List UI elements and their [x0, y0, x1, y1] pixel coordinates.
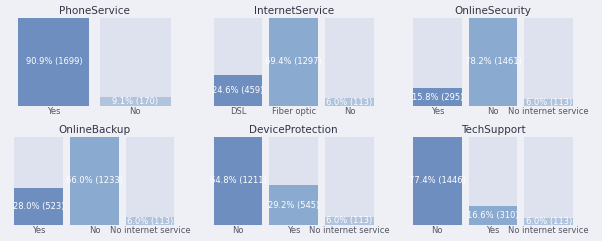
Bar: [14, 188, 63, 225]
Bar: [70, 137, 119, 225]
Bar: [214, 75, 262, 106]
Text: 9.1% (170): 9.1% (170): [112, 97, 158, 106]
Text: 77.4% (1446): 77.4% (1446): [409, 176, 466, 185]
Bar: [468, 137, 517, 225]
Text: 6.0% (113): 6.0% (113): [326, 98, 373, 107]
Bar: [325, 217, 374, 225]
Bar: [214, 18, 262, 106]
Bar: [269, 18, 318, 106]
Bar: [413, 137, 462, 225]
Bar: [468, 206, 517, 225]
Bar: [468, 18, 517, 106]
Bar: [468, 18, 517, 106]
Bar: [325, 137, 374, 225]
Text: 64.8% (1211): 64.8% (1211): [209, 176, 267, 185]
Title: OnlineBackup: OnlineBackup: [58, 125, 131, 135]
Bar: [325, 98, 374, 106]
Text: 69.4% (1297): 69.4% (1297): [265, 57, 322, 66]
Bar: [413, 137, 462, 225]
Bar: [214, 137, 262, 225]
Bar: [524, 137, 573, 225]
Bar: [269, 137, 318, 225]
Bar: [325, 18, 374, 106]
Text: 28.0% (523): 28.0% (523): [13, 202, 64, 211]
Title: DeviceProtection: DeviceProtection: [249, 125, 338, 135]
Title: OnlineSecurity: OnlineSecurity: [455, 6, 532, 16]
Title: TechSupport: TechSupport: [461, 125, 526, 135]
Bar: [126, 137, 175, 225]
Bar: [413, 88, 462, 106]
Text: 15.8% (295): 15.8% (295): [412, 93, 463, 101]
Text: 24.6% (459): 24.6% (459): [213, 86, 264, 95]
Title: InternetService: InternetService: [253, 6, 334, 16]
Bar: [19, 18, 90, 106]
Bar: [99, 18, 170, 106]
Text: 66.0% (1233): 66.0% (1233): [66, 176, 123, 185]
Text: 6.0% (113): 6.0% (113): [526, 217, 572, 226]
Bar: [99, 97, 170, 106]
Bar: [413, 18, 462, 106]
Bar: [14, 137, 63, 225]
Text: 78.2% (1461): 78.2% (1461): [465, 57, 521, 66]
Bar: [524, 99, 573, 106]
Bar: [269, 18, 318, 106]
Text: 90.9% (1699): 90.9% (1699): [26, 57, 82, 66]
Bar: [524, 18, 573, 106]
Text: 16.6% (310): 16.6% (310): [467, 211, 519, 220]
Bar: [269, 185, 318, 225]
Bar: [70, 137, 119, 225]
Text: 29.2% (545): 29.2% (545): [268, 201, 319, 210]
Bar: [126, 217, 175, 225]
Text: 6.0% (113): 6.0% (113): [326, 216, 373, 226]
Text: 6.0% (113): 6.0% (113): [127, 217, 173, 226]
Bar: [524, 218, 573, 225]
Bar: [19, 18, 90, 106]
Bar: [214, 137, 262, 225]
Title: PhoneService: PhoneService: [59, 6, 130, 16]
Text: 6.0% (113): 6.0% (113): [526, 98, 572, 107]
